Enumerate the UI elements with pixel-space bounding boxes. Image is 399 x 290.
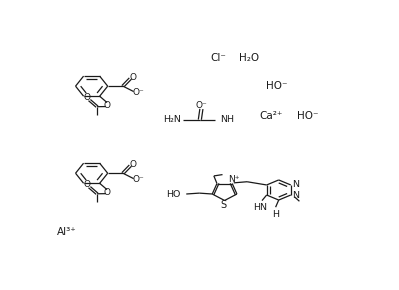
Text: NH: NH: [220, 115, 234, 124]
Text: HO: HO: [166, 189, 180, 199]
Text: O⁻: O⁻: [132, 175, 144, 184]
Text: O: O: [83, 180, 91, 189]
Text: O: O: [103, 188, 111, 197]
Text: H₂N: H₂N: [164, 115, 181, 124]
Text: O: O: [129, 160, 136, 169]
Text: H₂O: H₂O: [239, 53, 259, 63]
Text: O: O: [83, 93, 91, 102]
Text: HN: HN: [253, 203, 267, 212]
Text: HO⁻: HO⁻: [267, 81, 288, 91]
Text: Ca²⁺: Ca²⁺: [259, 111, 282, 121]
Text: O⁻: O⁻: [132, 88, 144, 97]
Text: N: N: [292, 191, 299, 200]
Text: O: O: [103, 101, 111, 110]
Text: S: S: [220, 200, 226, 209]
Text: O: O: [129, 72, 136, 82]
Text: H: H: [272, 210, 279, 219]
Text: Cl⁻: Cl⁻: [210, 53, 226, 63]
Text: HO⁻: HO⁻: [297, 111, 319, 121]
Text: N: N: [292, 180, 299, 189]
Text: N⁺: N⁺: [228, 175, 239, 184]
Text: Al³⁺: Al³⁺: [57, 227, 77, 238]
Text: O⁻: O⁻: [196, 101, 207, 110]
